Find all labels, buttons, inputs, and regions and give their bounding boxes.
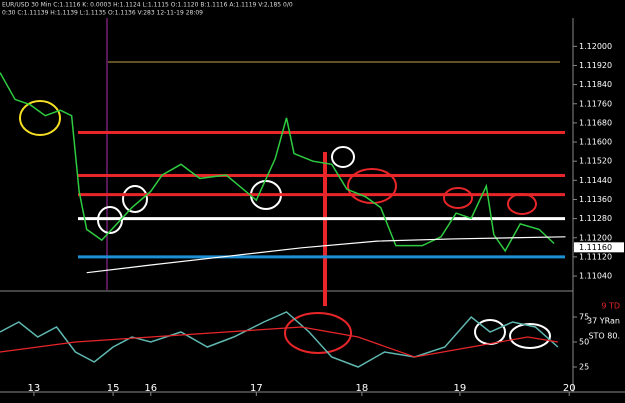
x-tick-label: 16 <box>144 383 157 394</box>
x-tick-label: 19 <box>454 383 467 394</box>
y-tick-label: 1.11040 <box>579 272 612 281</box>
y-tick-label: 1.11680 <box>579 118 612 127</box>
ellipse <box>331 146 355 168</box>
y-tick-label: 1.11520 <box>579 157 612 166</box>
indicator-label: 9 TD <box>601 302 620 311</box>
y-tick-label: 75 <box>579 313 589 322</box>
series-line <box>0 311 559 368</box>
header-line: EUR/USD 30 Min C:1.1116 K: 0.0003 H:1.11… <box>2 2 293 9</box>
ellipse <box>443 187 473 209</box>
y-tick-label: 1.11360 <box>579 195 612 204</box>
series-line <box>0 72 555 253</box>
x-tick-label: 15 <box>107 383 120 394</box>
last-price-label: 1.11160 <box>579 243 612 252</box>
y-tick-label: 1.11600 <box>579 138 612 147</box>
last-price-box <box>574 242 624 253</box>
y-tick-label: 25 <box>579 363 589 372</box>
x-tick-label: 20 <box>563 383 576 394</box>
header-line: 0:30 C:1.11139 H:1.1139 L:1.1135 O:1.113… <box>2 10 203 17</box>
x-tick-label: 13 <box>28 383 41 394</box>
series-line <box>86 236 566 274</box>
ellipse <box>122 185 148 213</box>
y-tick-label: 1.11840 <box>579 80 612 89</box>
ellipse <box>347 168 397 204</box>
x-tick-label: 17 <box>250 383 263 394</box>
ellipse <box>19 100 61 136</box>
indicator-label: STO 80. <box>588 332 620 341</box>
y-tick-label: 1.11920 <box>579 61 612 70</box>
y-tick-label: 1.11440 <box>579 176 612 185</box>
x-tick-label: 18 <box>356 383 369 394</box>
y-tick-label: 50 <box>579 338 589 347</box>
ellipse <box>509 323 551 349</box>
y-tick-label: 1.11120 <box>579 252 612 261</box>
series-line <box>0 326 559 358</box>
y-tick-label: 1.11280 <box>579 214 612 223</box>
y-tick-label: 1.11200 <box>579 233 612 242</box>
ellipse <box>284 312 352 354</box>
indicator-label: 37 YRan <box>587 317 620 326</box>
y-tick-label: 1.11760 <box>579 99 612 108</box>
y-tick-label: 1.12000 <box>579 42 612 51</box>
